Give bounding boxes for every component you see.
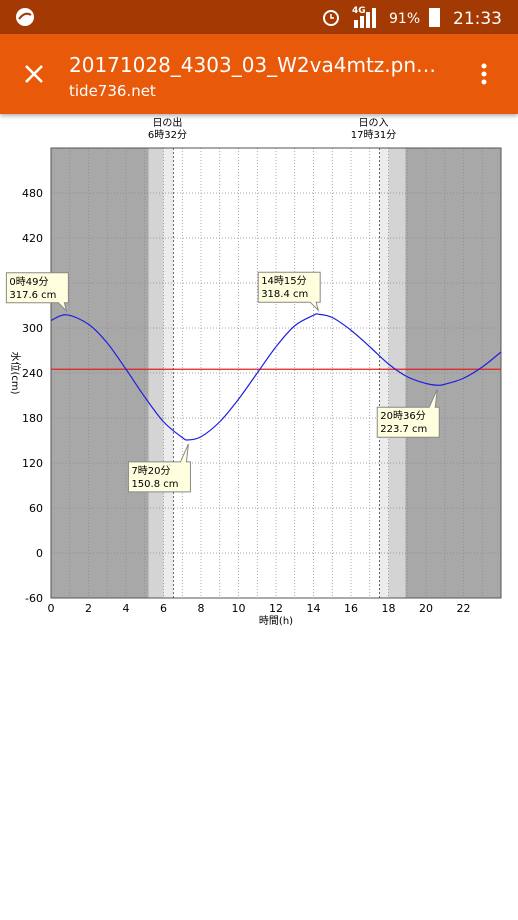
tide-line (50, 313, 502, 441)
callout (257, 271, 321, 312)
app-icon (16, 8, 34, 26)
sun-label: 日の入 (359, 118, 389, 129)
sun-label: 日の出 (152, 116, 182, 129)
close-button[interactable] (25, 65, 43, 83)
annotation: 14時15分 318.4 cm (257, 271, 321, 312)
annotation: 7時20分 150.8 cm (127, 443, 191, 493)
x-tick-label: 0 (48, 602, 55, 615)
menu-button[interactable] (481, 63, 487, 85)
y-tick-label: 480 (22, 187, 43, 200)
annotation: 20時36分 223.7 cm (376, 389, 440, 438)
battery-text: 91% (389, 11, 420, 27)
x-tick-label: 6 (160, 602, 167, 615)
plot-frame (50, 147, 502, 599)
x-tick-label: 2 (85, 602, 92, 615)
annotation-value: 223.7 cm (380, 424, 427, 435)
annotation-time: 0時49分 (9, 276, 48, 288)
annotation-value: 317.6 cm (9, 290, 56, 301)
annotation-value: 150.8 cm (131, 479, 178, 490)
clock: 21:33 (453, 9, 502, 29)
y-tick-label: -60 (25, 592, 43, 605)
site-url: tide736.net (69, 82, 156, 100)
annotation-time: 14時15分 (261, 275, 306, 287)
x-axis-label: 時間(h) (259, 615, 293, 627)
annotation-time: 20時36分 (380, 410, 425, 422)
x-tick-label: 16 (344, 602, 358, 615)
annotation-time: 7時20分 (131, 465, 170, 477)
x-tick-label: 18 (382, 602, 396, 615)
alarm-icon (323, 10, 339, 26)
callout (127, 443, 191, 493)
x-tick-label: 8 (198, 602, 205, 615)
annotation: 0時49分 317.6 cm (5, 272, 69, 313)
x-tick-label: 10 (232, 602, 246, 615)
x-tick-label: 4 (123, 602, 130, 615)
callout (376, 389, 440, 438)
y-tick-label: 120 (22, 457, 43, 470)
file-title: 20171028_4303_03_W2va4mtz.pn… (69, 53, 436, 77)
callout (5, 272, 69, 313)
sun-time: 6時32分 (148, 129, 187, 141)
battery-icon (429, 8, 440, 27)
signal-icon (354, 8, 376, 28)
status-icons: 4G 91% 21:33 (16, 6, 502, 29)
x-tick-label: 22 (457, 602, 471, 615)
annotation-value: 318.4 cm (261, 289, 308, 300)
app-bar-content: 20171028_4303_03_W2va4mtz.pn… tide736.ne… (25, 53, 487, 100)
y-tick-label: 240 (22, 367, 43, 380)
x-tick-label: 20 (419, 602, 433, 615)
status-bar: 4G 91% 21:33 (0, 0, 518, 34)
app-bar: 20171028_4303_03_W2va4mtz.pn… tide736.ne… (0, 34, 518, 114)
x-tick-label: 14 (307, 602, 321, 615)
sun-time: 17時31分 (351, 129, 396, 141)
network: 4G (352, 6, 366, 16)
y-tick-label: 420 (22, 232, 43, 245)
y-tick-label: 300 (22, 322, 43, 335)
y-tick-label: 60 (29, 502, 43, 515)
y-axis-label: 水位(cm) (9, 351, 22, 394)
y-tick-label: 0 (36, 547, 43, 560)
y-tick-label: 180 (22, 412, 43, 425)
x-tick-label: 12 (269, 602, 283, 615)
